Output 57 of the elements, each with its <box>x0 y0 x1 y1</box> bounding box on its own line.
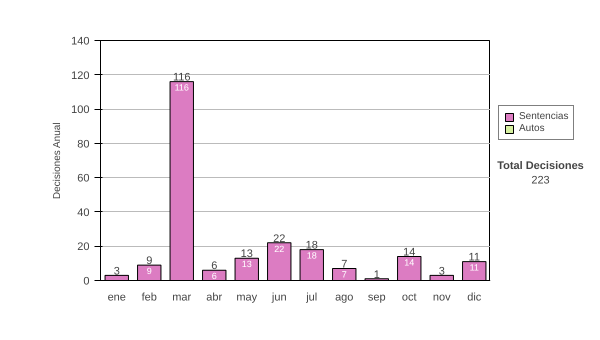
y-tick-label: 40 <box>77 206 90 219</box>
x-tick-label: may <box>236 292 258 304</box>
bar <box>202 270 226 280</box>
data-label: 11 <box>470 262 479 273</box>
bar <box>234 258 259 280</box>
bar <box>104 274 129 280</box>
data-label: 14 <box>404 258 414 268</box>
bar <box>137 264 162 280</box>
y-tick-label: 0 <box>83 276 90 288</box>
total-label: 11 <box>468 252 480 264</box>
total-label: 1 <box>374 268 380 281</box>
bar <box>430 274 454 280</box>
x-tick-label: oct <box>402 292 417 304</box>
data-label: 9 <box>146 266 152 276</box>
y-tick-label: 20 <box>77 241 90 254</box>
bar <box>332 268 356 280</box>
bar <box>300 249 324 280</box>
total-label: 18 <box>306 240 318 252</box>
bar <box>462 261 486 280</box>
data-label: 18 <box>306 250 317 261</box>
bar <box>267 242 292 280</box>
y-tick-label: 140 <box>71 36 90 48</box>
text: Total Decisiones <box>497 160 584 172</box>
x-tick-label: jun <box>270 292 287 304</box>
data-label: 116 <box>174 82 189 93</box>
total-label: 9 <box>146 255 152 268</box>
x-tick-label: sep <box>368 292 386 304</box>
x-tick-label: feb <box>142 292 157 304</box>
total-label: 3 <box>438 265 445 278</box>
total-label: 7 <box>341 258 348 270</box>
total-label: 14 <box>403 246 416 258</box>
x-tick-label: dic <box>467 292 482 304</box>
text: 223 <box>531 174 550 187</box>
total-label: 6 <box>211 260 218 272</box>
total-label: 22 <box>273 232 286 245</box>
total-label: 3 <box>114 265 120 278</box>
y-tick-label: 80 <box>77 138 90 150</box>
data-label: 22 <box>274 244 284 254</box>
x-tick-label: abr <box>206 292 223 304</box>
total-label: 13 <box>240 248 253 260</box>
y-tick-label: 60 <box>77 172 90 185</box>
y-axis-title: Decisiones Anual <box>52 122 64 200</box>
data-label: 7 <box>342 270 347 280</box>
bar <box>170 81 194 280</box>
x-tick-label: nov <box>432 292 452 304</box>
bar <box>397 256 422 280</box>
y-tick-label: 100 <box>71 104 90 116</box>
data-label: 6 <box>212 271 217 282</box>
x-tick-label: ene <box>108 292 126 304</box>
legend-label: Sentencias <box>519 111 568 122</box>
x-tick-label: ago <box>335 292 354 304</box>
total-label: 116 <box>172 72 191 84</box>
data-label: 13 <box>242 259 252 270</box>
legend-label: Autos <box>519 123 545 134</box>
x-tick-label: jul <box>305 292 318 304</box>
x-tick-label: mar <box>172 292 192 304</box>
y-tick-label: 120 <box>71 70 90 82</box>
